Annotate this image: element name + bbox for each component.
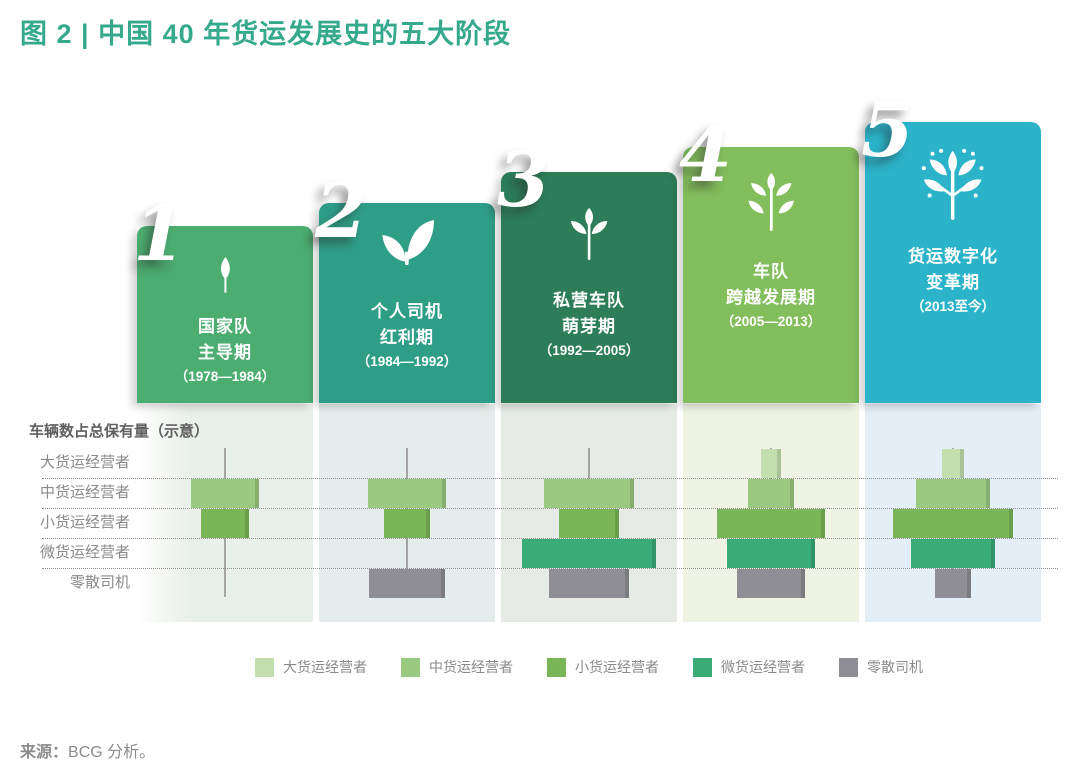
bar-3-中货运经营者 <box>544 479 634 508</box>
bar-5-中货运经营者 <box>916 479 990 508</box>
row-separator-dotted-line <box>42 568 1058 569</box>
row-label-micro-operator: 微货运经营者 <box>39 544 130 561</box>
row-separator-dotted-line <box>42 538 1058 539</box>
stage-number-4: 4 <box>679 110 732 199</box>
chart-section-title: 车辆数占总保有量（示意） <box>29 423 210 440</box>
row-separator-dotted-line <box>42 478 1058 479</box>
stage-title-2: 个人司机 红利期 <box>371 302 443 347</box>
bar-4-微货运经营者 <box>727 539 815 568</box>
bar-1-中货运经营者 <box>190 479 260 508</box>
seed-leaf-icon <box>212 256 239 294</box>
legend-item: 小货运经营者 <box>547 657 659 677</box>
stage-years-1: （1978—1984） <box>174 369 276 384</box>
legend-item: 中货运经营者 <box>401 657 513 677</box>
stage-years-2: （1984—1992） <box>356 354 458 369</box>
bar-5-大货运经营者 <box>941 449 965 478</box>
bar-5-微货运经营者 <box>910 539 996 568</box>
stage-title-3: 私营车队 萌芽期 <box>553 291 625 336</box>
stage-block-5: 5 货运数字化 变革期 （2013至今） <box>861 92 1041 403</box>
bar-4-零散司机 <box>736 569 806 598</box>
sprout-icon <box>379 215 436 265</box>
stage-years-3: （1992—2005） <box>538 343 640 358</box>
legend-item: 微货运经营者 <box>693 657 805 677</box>
stage-block-3: 3 私营车队 萌芽期 （1992—2005） <box>497 142 677 403</box>
legend-swatch-small <box>547 657 566 677</box>
legend-swatch-micro <box>693 657 712 677</box>
legend-swatch-large <box>255 657 274 677</box>
stage-title-1: 国家队 主导期 <box>198 317 252 362</box>
bar-4-小货运经营者 <box>717 509 825 538</box>
bar-2-零散司机 <box>369 569 445 598</box>
stage-block-2: 2 个人司机 红利期 （1984—1992） <box>315 173 495 403</box>
blossom-tree-icon <box>921 148 984 220</box>
row-separator-dotted-line <box>42 508 1058 509</box>
row-label-medium-operator: 中货运经营者 <box>39 484 130 501</box>
stage-block-1: 1 国家队 主导期 （1978—1984） <box>133 196 313 403</box>
bar-4-中货运经营者 <box>748 479 794 508</box>
legend-item: 大货运经营者 <box>255 657 367 677</box>
row-label-small-operator: 小货运经营者 <box>39 514 130 531</box>
stage-number-3: 3 <box>497 135 550 224</box>
bar-5-小货运经营者 <box>893 509 1013 538</box>
legend: 大货运经营者 中货运经营者 小货运经营者 微货运经营者 零散司机 <box>137 652 1041 682</box>
bar-5-零散司机 <box>935 569 971 598</box>
row-label-individual-driver: 零散司机 <box>69 574 130 591</box>
figure-title: 图 2 | 中国 40 年货运发展史的五大阶段 <box>20 19 512 49</box>
stage-title-4: 车队 跨越发展期 <box>726 262 816 307</box>
bar-3-零散司机 <box>548 569 630 598</box>
legend-swatch-driver <box>839 657 858 677</box>
bar-3-微货运经营者 <box>522 539 656 568</box>
bar-3-小货运经营者 <box>559 509 619 538</box>
bar-4-大货运经营者 <box>761 449 781 478</box>
bar-2-中货运经营者 <box>368 479 446 508</box>
bush-icon <box>746 173 796 231</box>
stage-number-5: 5 <box>861 85 914 174</box>
bar-2-小货运经营者 <box>384 509 430 538</box>
row-label-large-operator: 大货运经营者 <box>39 454 130 471</box>
stage-years-5: （2013至今） <box>910 299 996 314</box>
legend-swatch-medium <box>401 657 420 677</box>
stage-number-1: 1 <box>133 189 186 278</box>
stage-title-5: 货运数字化 变革期 <box>908 247 998 292</box>
legend-item: 零散司机 <box>839 657 923 677</box>
stage-number-2: 2 <box>315 166 368 255</box>
source-note: 来源：BCG 分析。 <box>20 744 156 761</box>
stage-years-4: （2005—2013） <box>720 314 822 329</box>
stage-block-4: 4 车队 跨越发展期 （2005—2013） <box>679 117 859 403</box>
seedling-icon <box>567 208 611 260</box>
bar-1-小货运经营者 <box>201 509 249 538</box>
